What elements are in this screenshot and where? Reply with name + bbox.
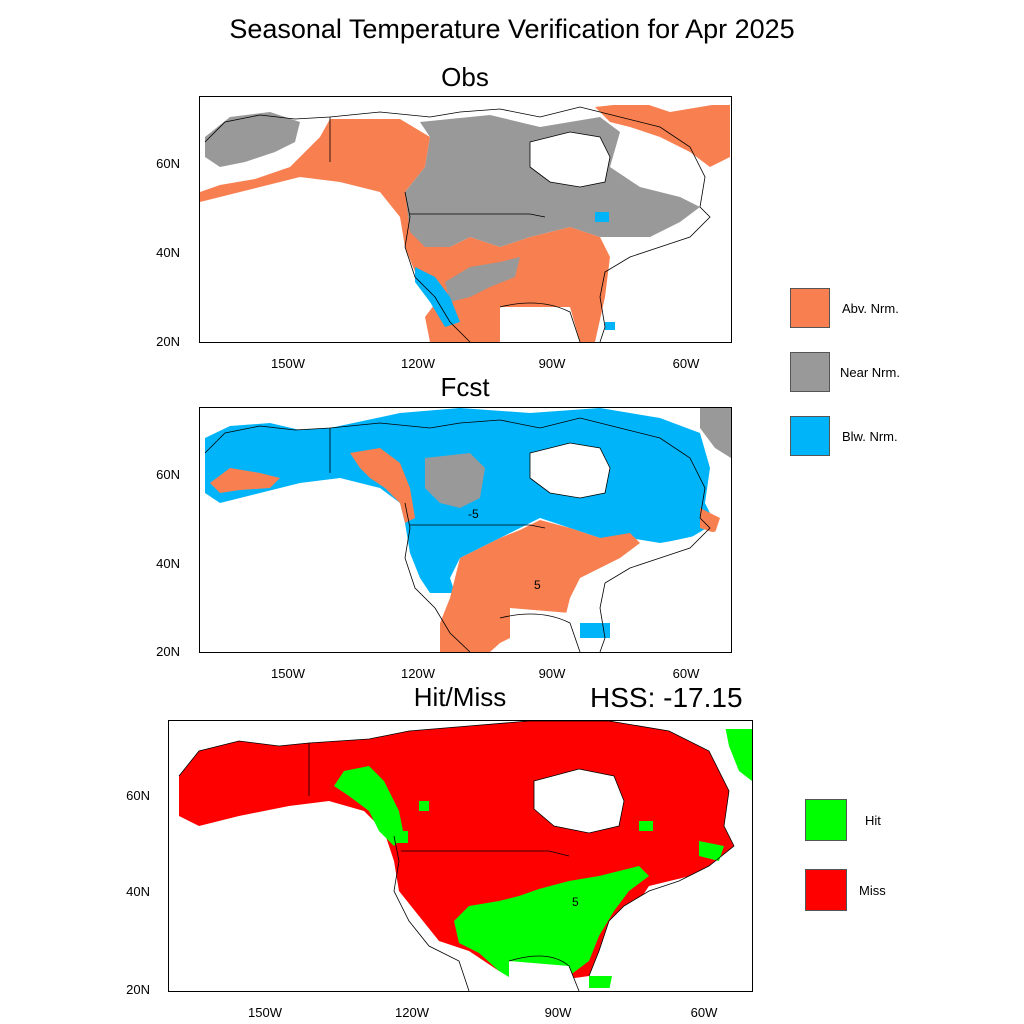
legend-swatch-hit	[805, 799, 847, 841]
legend-item-miss: Miss	[805, 869, 886, 911]
obs-lat-label: 40N	[156, 245, 180, 260]
hitmiss-lon-label: 90W	[544, 1005, 572, 1020]
fcst-lat-label: 60N	[156, 467, 180, 482]
obs-above-region-nw	[200, 119, 610, 342]
obs-lon-label: 120W	[401, 356, 435, 371]
hss-score: HSS: -17.15	[590, 682, 743, 713]
obs-lat-label: 20N	[156, 334, 180, 349]
hitmiss-contour-label: 5	[572, 895, 579, 909]
obs-lon-label: 150W	[271, 356, 305, 371]
hitmiss-legend: Hit Miss	[805, 799, 886, 911]
fcst-map: -5 5	[199, 407, 732, 653]
legend-item-near: Near Nrm.	[790, 352, 900, 392]
obs-panel-title: Obs	[441, 62, 489, 92]
obs-near-region	[205, 112, 300, 167]
legend-swatch-above	[790, 288, 830, 328]
obs-hudson-bay	[530, 132, 610, 187]
legend-item-above: Abv. Nrm.	[790, 288, 900, 328]
obs-lat-label: 60N	[156, 156, 180, 171]
obs-map-canvas	[200, 97, 731, 342]
page-title: Seasonal Temperature Verification for Ap…	[229, 14, 795, 44]
hitmiss-lon-label: 150W	[248, 1005, 282, 1020]
fcst-panel-title: Fcst	[440, 372, 490, 402]
obs-boundaries	[204, 106, 711, 342]
hitmiss-lat-label: 60N	[126, 788, 150, 803]
legend-item-hit: Hit	[805, 799, 886, 841]
hitmiss-lat-label: 20N	[126, 982, 150, 997]
fcst-above-region	[210, 468, 280, 493]
fcst-contour-label: 5	[534, 578, 541, 592]
legend-item-below: Blw. Nrm.	[790, 416, 900, 456]
hitmiss-map: 5	[168, 720, 753, 992]
tercile-legend: Abv. Nrm. Near Nrm. Blw. Nrm.	[790, 288, 900, 456]
hitmiss-panel-title: Hit/Miss	[413, 682, 507, 712]
fcst-boundaries	[204, 417, 711, 652]
obs-lon-label: 60W	[672, 356, 700, 371]
fcst-lon-label: 90W	[538, 666, 566, 681]
hitmiss-hudson-bay	[534, 769, 624, 833]
fcst-map-canvas	[200, 408, 731, 652]
legend-swatch-near	[790, 352, 830, 392]
hitmiss-map-canvas	[169, 721, 752, 991]
fcst-lat-label: 20N	[156, 644, 180, 659]
hitmiss-hit-region	[334, 766, 404, 846]
fcst-contour-label: -5	[468, 507, 479, 521]
fcst-lat-label: 40N	[156, 556, 180, 571]
hitmiss-lon-label: 120W	[395, 1005, 429, 1020]
hitmiss-boundaries	[178, 721, 735, 991]
fcst-lon-label: 150W	[271, 666, 305, 681]
legend-label-hit: Hit	[865, 812, 881, 828]
fcst-lon-label: 120W	[401, 666, 435, 681]
legend-label-miss: Miss	[859, 882, 886, 898]
hitmiss-lon-label: 60W	[690, 1005, 718, 1020]
fcst-lon-label: 60W	[672, 666, 700, 681]
legend-label-below: Blw. Nrm.	[842, 428, 898, 444]
fcst-hudson-bay	[530, 443, 610, 498]
obs-map	[199, 96, 732, 343]
legend-swatch-below	[790, 416, 830, 456]
legend-swatch-miss	[805, 869, 847, 911]
hitmiss-lat-label: 40N	[126, 884, 150, 899]
legend-label-near: Near Nrm.	[840, 364, 900, 380]
obs-lon-label: 90W	[538, 356, 566, 371]
legend-label-above: Abv. Nrm.	[842, 300, 899, 316]
obs-below-patch	[415, 267, 460, 327]
